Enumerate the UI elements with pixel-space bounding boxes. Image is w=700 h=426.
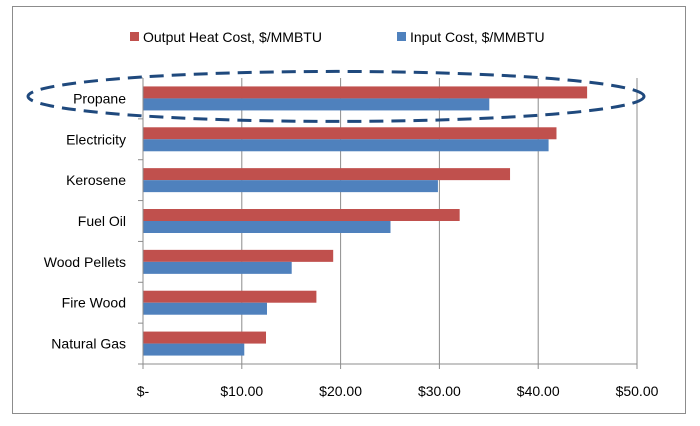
bar-wood-pellets-input-cost-mmbtu (144, 262, 292, 274)
bar-propane-output-heat-cost-mmbtu (144, 86, 588, 98)
category-label-natural-gas: Natural Gas (51, 336, 126, 352)
category-label-propane: Propane (73, 90, 126, 106)
bar-natural-gas-output-heat-cost-mmbtu (144, 332, 267, 344)
category-label-fuel-oil: Fuel Oil (78, 213, 126, 229)
category-label-fire-wood: Fire Wood (62, 295, 126, 311)
bars (144, 86, 588, 355)
x-tick-label: $20.00 (319, 383, 362, 399)
x-tick-label: $- (137, 383, 150, 399)
category-label-electricity: Electricity (66, 131, 126, 147)
x-tick-label: $40.00 (517, 383, 560, 399)
x-tick-label: $10.00 (220, 383, 263, 399)
bar-kerosene-input-cost-mmbtu (144, 180, 438, 192)
bar-fuel-oil-output-heat-cost-mmbtu (144, 209, 460, 221)
legend-item-input-cost: Input Cost, $/MMBTU (397, 29, 545, 45)
legend-label-input-cost: Input Cost, $/MMBTU (410, 29, 545, 45)
fuel-cost-bar-chart: Output Heat Cost, $/MMBTU Input Cost, $/… (0, 0, 700, 426)
legend-swatch-input-cost (397, 32, 406, 41)
bar-fire-wood-input-cost-mmbtu (144, 303, 268, 315)
bar-kerosene-output-heat-cost-mmbtu (144, 168, 511, 180)
legend: Output Heat Cost, $/MMBTU Input Cost, $/… (130, 29, 545, 45)
bar-electricity-output-heat-cost-mmbtu (144, 127, 557, 139)
bar-propane-input-cost-mmbtu (144, 98, 490, 110)
legend-item-output-heat-cost: Output Heat Cost, $/MMBTU (130, 29, 322, 45)
category-label-kerosene: Kerosene (66, 172, 126, 188)
bar-wood-pellets-output-heat-cost-mmbtu (144, 250, 334, 262)
bar-electricity-input-cost-mmbtu (144, 139, 549, 151)
category-label-wood-pellets: Wood Pellets (44, 254, 126, 270)
legend-label-output-heat-cost: Output Heat Cost, $/MMBTU (143, 29, 322, 45)
legend-swatch-output-heat-cost (130, 32, 139, 41)
bar-fuel-oil-input-cost-mmbtu (144, 221, 391, 233)
category-labels: Natural Gas Fire Wood Wood Pellets Fuel Oil… (44, 90, 126, 351)
x-tick-label: $50.00 (616, 383, 659, 399)
bar-natural-gas-input-cost-mmbtu (144, 344, 245, 356)
x-tick-label: $30.00 (418, 383, 461, 399)
x-tick-labels: $- $10.00 $20.00 $30.00 $40.00 $50.00 (137, 383, 659, 399)
bar-fire-wood-output-heat-cost-mmbtu (144, 291, 317, 303)
